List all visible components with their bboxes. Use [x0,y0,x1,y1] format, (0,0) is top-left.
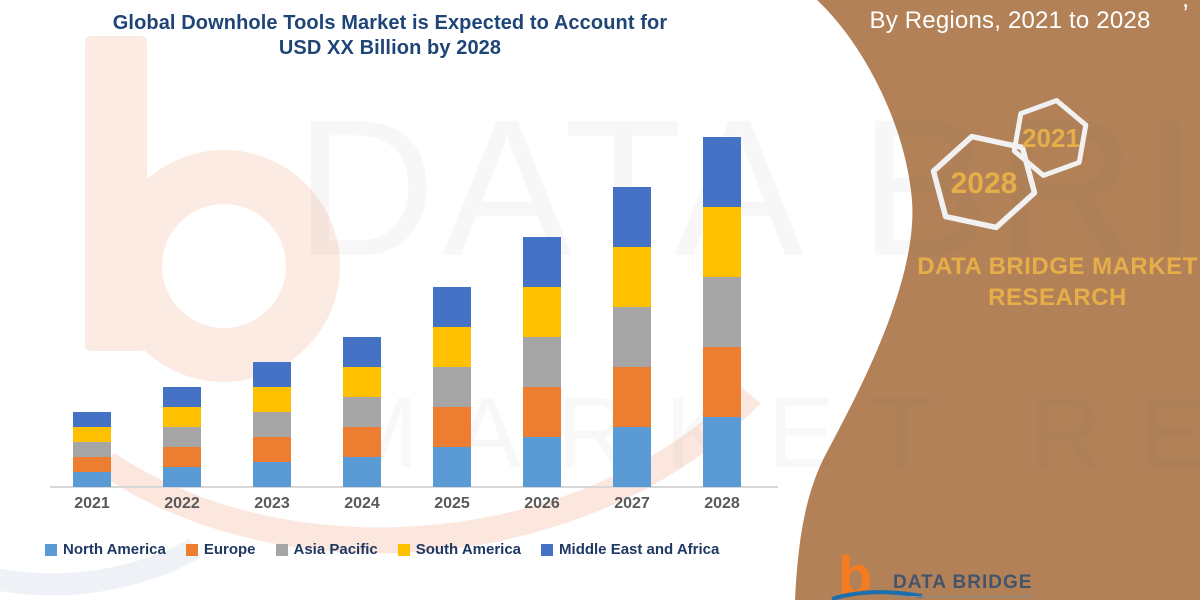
segment-2021-europe [73,457,111,472]
segment-2024-north-america [343,457,381,487]
bar-column-2025: 2025 [433,287,471,512]
legend-swatch-icon [185,543,198,556]
bar-column-2023: 2023 [253,362,291,512]
segment-2021-north-america [73,472,111,487]
segment-2022-south-america [163,407,201,427]
segment-2021-middle-east-and-africa [73,412,111,427]
bar-stack-2026 [523,237,561,487]
segment-2025-asia-pacific [433,367,471,407]
segment-2021-asia-pacific [73,442,111,457]
chart-title-line2: USD XX Billion by 2028 [278,37,502,59]
segment-2028-south-america [703,207,741,277]
footer-brand-text: DATA BRIDGE [893,572,1033,593]
legend-label: Asia Pacific [293,541,378,558]
bar-stack-2022 [163,387,201,487]
panel-brand-text: DATA BRIDGE MARKET RESEARCH [895,251,1200,313]
legend-swatch-icon [541,543,554,556]
right-panel-shape [795,0,1200,600]
x-axis-label-2024: 2024 [344,495,380,512]
legend-item-south-america: South America [397,541,522,558]
segment-2022-middle-east-and-africa [163,387,201,407]
x-axis-label-2022: 2022 [164,495,200,512]
segment-2025-middle-east-and-africa [433,287,471,327]
legend-item-europe: Europe [185,541,256,558]
segment-2023-north-america [253,462,291,487]
legend-swatch-icon [45,543,57,556]
bar-stack-2025 [433,287,471,487]
segment-2028-north-america [703,417,741,487]
x-axis-label-2021: 2021 [74,495,110,512]
legend-label: North America [63,541,166,558]
segment-2022-europe [163,447,201,467]
x-axis-label-2025: 2025 [434,495,470,512]
bar-column-2026: 2026 [523,237,561,512]
segment-2021-south-america [73,427,111,442]
segment-2024-middle-east-and-africa [343,337,381,367]
segment-2028-middle-east-and-africa [703,137,741,207]
bar-stack-2023 [253,362,291,487]
segment-2024-asia-pacific [343,397,381,427]
segment-2026-asia-pacific [523,337,561,387]
bar-column-2028: 2028 [703,137,741,512]
segment-2025-north-america [433,447,471,487]
logo-swoosh-icon [831,590,923,600]
segment-2025-south-america [433,327,471,367]
x-axis-label-2023: 2023 [254,495,290,512]
bar-stack-2028 [703,137,741,487]
clipped-text-artifact: , [1182,0,1189,14]
segment-2024-south-america [343,367,381,397]
legend-item-north-america: North America [45,541,166,558]
segment-2023-middle-east-and-africa [253,362,291,387]
bar-column-2021: 2021 [73,412,111,512]
segment-2028-europe [703,347,741,417]
legend-label: South America [415,541,522,558]
bar-column-2027: 2027 [613,187,651,512]
segment-2023-europe [253,437,291,462]
segment-2026-north-america [523,437,561,487]
bar-column-2022: 2022 [163,387,201,512]
segment-2026-south-america [523,287,561,337]
segment-2026-europe [523,387,561,437]
segment-2027-south-america [613,247,651,307]
chart-legend: North America Europe Asia Pacific South Ame… [45,541,719,558]
x-axis-label-2026: 2026 [524,495,560,512]
bar-stack-2021 [73,412,111,487]
legend-label: Europe [203,541,256,558]
legend-swatch-icon [397,543,410,556]
legend-label: Middle East and Africa [559,541,720,558]
segment-2026-middle-east-and-africa [523,237,561,287]
footer-brand-underline [893,596,1033,597]
segment-2024-europe [343,427,381,457]
bar-stack-2024 [343,337,381,487]
segment-2023-asia-pacific [253,412,291,437]
panel-brand-line2: RESEARCH [988,284,1127,311]
segment-2027-europe [613,367,651,427]
legend-swatch-icon [275,543,288,556]
segment-2022-asia-pacific [163,427,201,447]
segment-2023-south-america [253,387,291,412]
legend-item-middle-east-and-africa: Middle East and Africa [541,541,719,558]
bar-column-2024: 2024 [343,337,381,512]
legend-item-asia-pacific: Asia Pacific [275,541,378,558]
panel-heading: By Regions, 2021 to 2028 [869,7,1151,34]
segment-2027-asia-pacific [613,307,651,367]
segment-2027-middle-east-and-africa [613,187,651,247]
segment-2025-europe [433,407,471,447]
bar-stack-2027 [613,187,651,487]
x-axis-label-2028: 2028 [704,495,740,512]
chart-title-line1: Global Downhole Tools Market is Expected… [112,12,668,34]
segment-2022-north-america [163,467,201,487]
x-axis-label-2027: 2027 [614,495,650,512]
x-axis-line [50,486,778,488]
segment-2027-north-america [613,427,651,487]
panel-brand-line1: DATA BRIDGE MARKET [917,253,1198,280]
chart-title: Global Downhole Tools Market is Expected… [35,11,745,61]
footer-logo: b DATA BRIDGE MARKET RESEARCH [830,548,1090,600]
segment-2028-asia-pacific [703,277,741,347]
